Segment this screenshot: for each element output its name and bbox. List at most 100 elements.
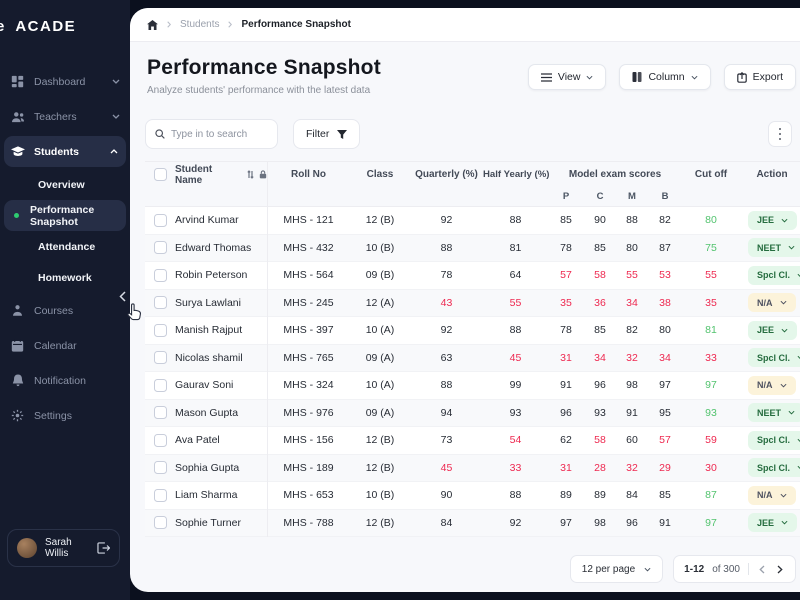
sidebar-item-label: Courses — [34, 304, 74, 317]
next-page-icon[interactable] — [775, 565, 785, 574]
sidebar-item-settings[interactable]: Settings — [0, 398, 130, 433]
cell-cutoff: 97 — [705, 516, 717, 529]
cell-quarterly: 94 — [440, 406, 453, 419]
cell-half-yearly: 33 — [509, 461, 522, 474]
table-options-kebab-icon[interactable] — [768, 121, 792, 147]
header-cutoff: Cut off — [694, 169, 728, 180]
search-input[interactable] — [171, 128, 268, 140]
cell-exam-p: 35 — [560, 296, 572, 309]
cell-half-yearly: 54 — [509, 434, 522, 447]
column-button[interactable]: Column — [619, 64, 711, 90]
sidebar-item-dashboard[interactable]: Dashboard — [0, 64, 130, 99]
chevron-down-icon — [781, 218, 788, 223]
row-checkbox[interactable] — [153, 488, 167, 502]
cell-roll-no: MHS - 432 — [283, 241, 334, 254]
user-card[interactable]: Sarah Willis — [7, 529, 120, 567]
columns-icon — [632, 72, 642, 82]
table-row: Nicolas shamil MHS - 765 09 (A) 63 45 31… — [145, 344, 800, 372]
cell-cutoff: 81 — [705, 324, 717, 337]
action-select[interactable]: N/A — [748, 375, 796, 395]
action-select[interactable]: N/A — [748, 485, 796, 505]
row-checkbox[interactable] — [153, 296, 167, 310]
action-select[interactable]: JEE — [748, 320, 798, 340]
action-label: JEE — [757, 215, 775, 226]
sort-icon[interactable] — [247, 170, 254, 179]
cell-student-name: Sophia Gupta — [175, 461, 240, 474]
sidebar-item-label: Settings — [34, 409, 72, 422]
sidebar-item-courses[interactable]: Courses — [0, 293, 130, 328]
cell-roll-no: MHS - 765 — [283, 351, 334, 364]
cell-student-name: Surya Lawlani — [175, 296, 241, 309]
view-label: View — [557, 71, 581, 83]
cell-exam-c: 90 — [594, 214, 606, 227]
cell-cutoff: 33 — [705, 351, 717, 364]
filter-button[interactable]: Filter — [293, 119, 361, 149]
cell-cutoff: 55 — [705, 269, 717, 282]
chevron-down-icon — [691, 75, 698, 80]
row-checkbox[interactable] — [153, 268, 167, 282]
sidebar-item-label: Notification — [34, 374, 86, 387]
row-checkbox[interactable] — [153, 516, 167, 530]
action-select[interactable]: Spcl Cl. — [748, 458, 800, 478]
header-model-exam: Model exam scores — [568, 169, 662, 180]
action-select[interactable]: NEET — [748, 238, 800, 258]
cell-exam-p: 62 — [560, 434, 572, 447]
sidebar-subitem-overview[interactable]: Overview — [4, 169, 126, 200]
cell-student-name: Gaurav Soni — [175, 379, 234, 392]
sidebar-nav: Dashboard Teachers Students Overview — [0, 64, 130, 433]
action-select[interactable]: NEET — [748, 403, 800, 423]
row-checkbox[interactable] — [153, 323, 167, 337]
row-checkbox[interactable] — [153, 433, 167, 447]
cell-exam-b: 29 — [659, 461, 671, 474]
cell-class: 10 (B) — [365, 241, 395, 254]
cell-exam-m: 84 — [626, 489, 638, 502]
action-select[interactable]: JEE — [748, 513, 798, 533]
action-label: N/A — [757, 490, 773, 501]
action-select[interactable]: N/A — [748, 293, 796, 313]
view-button[interactable]: View — [527, 64, 607, 90]
action-select[interactable]: Spcl Cl. — [748, 265, 800, 285]
sidebar-subitem-homework[interactable]: Homework — [4, 262, 126, 293]
cell-exam-b: 85 — [659, 489, 671, 502]
sidebar-collapse-icon[interactable] — [119, 291, 126, 302]
chevron-down-icon — [788, 410, 795, 415]
sidebar-item-calendar[interactable]: Calendar — [0, 328, 130, 363]
row-checkbox[interactable] — [153, 213, 167, 227]
row-checkbox[interactable] — [153, 406, 167, 420]
breadcrumb-students[interactable]: Students — [180, 19, 220, 30]
lock-icon[interactable] — [259, 170, 267, 179]
chevron-down-icon — [797, 438, 800, 443]
sidebar-subitem-label: Performance Snapshot — [30, 203, 95, 228]
cell-exam-c: 85 — [594, 324, 606, 337]
bell-icon — [10, 374, 25, 387]
per-page-select[interactable]: 12 per page — [569, 555, 664, 583]
table-row: Robin Peterson MHS - 564 09 (B) 78 64 57… — [145, 262, 800, 290]
sidebar-item-students[interactable]: Students — [4, 136, 126, 167]
cell-exam-p: 78 — [560, 324, 572, 337]
table-row: Arvind Kumar MHS - 121 12 (B) 92 88 85 9… — [145, 207, 800, 235]
cell-quarterly: 88 — [440, 379, 453, 392]
row-checkbox[interactable] — [153, 378, 167, 392]
sidebar-item-notification[interactable]: Notification — [0, 363, 130, 398]
sidebar-item-teachers[interactable]: Teachers — [0, 99, 130, 134]
chevron-down-icon — [644, 567, 651, 572]
export-button[interactable]: Export — [723, 64, 796, 90]
sidebar-subitem-performance-snapshot[interactable]: Performance Snapshot — [4, 200, 126, 231]
logout-icon[interactable] — [97, 542, 110, 554]
chevron-down-icon — [781, 520, 788, 525]
action-select[interactable]: Spcl Cl. — [748, 430, 800, 450]
cell-exam-m: 88 — [626, 214, 638, 227]
action-select[interactable]: Spcl Cl. — [748, 348, 800, 368]
row-checkbox[interactable] — [153, 241, 167, 255]
cell-exam-m: 32 — [626, 351, 638, 364]
chevron-up-icon — [110, 149, 118, 154]
action-label: N/A — [757, 297, 773, 308]
sidebar-subitem-attendance[interactable]: Attendance — [4, 231, 126, 262]
cell-exam-c: 58 — [594, 434, 606, 447]
prev-page-icon[interactable] — [757, 565, 767, 574]
row-checkbox[interactable] — [153, 351, 167, 365]
home-icon[interactable] — [147, 19, 158, 30]
row-checkbox[interactable] — [153, 461, 167, 475]
select-all-checkbox[interactable] — [153, 168, 167, 181]
action-select[interactable]: JEE — [748, 210, 798, 230]
